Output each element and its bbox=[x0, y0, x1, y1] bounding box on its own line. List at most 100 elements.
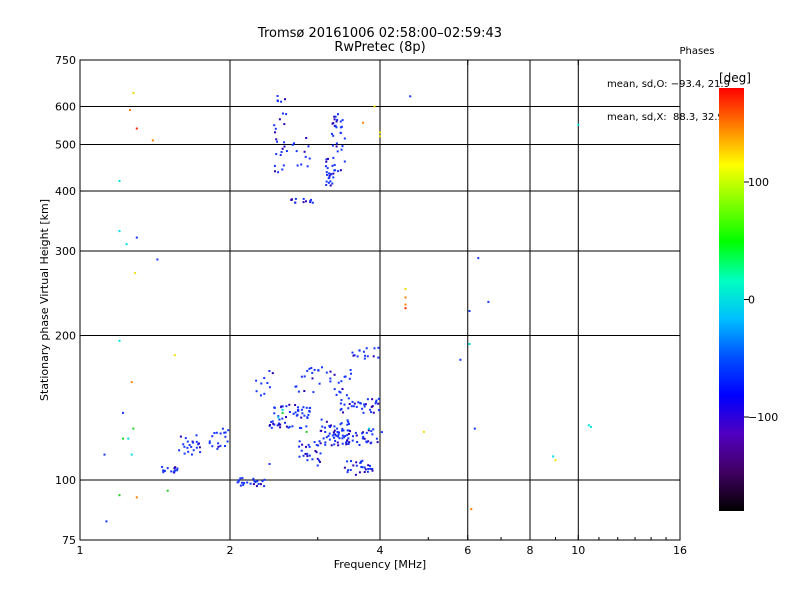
echo-point bbox=[346, 429, 349, 432]
echo-point bbox=[294, 201, 297, 204]
echo-point bbox=[370, 430, 373, 433]
echo-point bbox=[300, 408, 303, 411]
echo-point bbox=[319, 452, 322, 455]
phase-stats-x: mean, sd,X: 88.3, 32.9 bbox=[607, 112, 724, 123]
data-points bbox=[103, 92, 592, 523]
echo-point bbox=[284, 421, 286, 424]
echo-point bbox=[344, 435, 347, 437]
echo-point bbox=[325, 371, 328, 374]
echo-point bbox=[335, 126, 338, 129]
echo-point bbox=[377, 402, 380, 405]
echo-point bbox=[373, 347, 376, 350]
echo-point bbox=[346, 471, 349, 474]
echo-point bbox=[211, 435, 214, 438]
echo-point bbox=[360, 461, 362, 464]
echo-point bbox=[333, 164, 336, 166]
echo-point bbox=[336, 118, 339, 121]
echo-point bbox=[217, 445, 220, 448]
echo-point bbox=[335, 120, 338, 123]
echo-point bbox=[253, 480, 256, 483]
axes: 1 2 4 6 8 10 16 75 100 200 300 400 500 600 750 bbox=[55, 54, 687, 557]
echo-point bbox=[307, 443, 310, 446]
echo-point bbox=[256, 480, 259, 483]
echo-point bbox=[178, 449, 181, 452]
echo-point bbox=[285, 405, 288, 408]
echo-point bbox=[302, 406, 305, 409]
echo-point bbox=[372, 428, 375, 431]
echo-point bbox=[371, 405, 374, 408]
echo-point bbox=[365, 347, 368, 350]
echo-point bbox=[249, 482, 252, 485]
echo-point bbox=[349, 430, 352, 433]
echo-point bbox=[299, 426, 301, 429]
echo-point bbox=[321, 366, 323, 369]
echo-point bbox=[345, 441, 347, 444]
echo-point bbox=[331, 122, 334, 125]
echo-point bbox=[352, 435, 354, 438]
echo-point bbox=[375, 401, 378, 404]
echo-point bbox=[130, 453, 133, 456]
echo-point bbox=[277, 171, 280, 174]
echo-point bbox=[292, 412, 295, 415]
echo-point bbox=[339, 423, 342, 426]
echo-point bbox=[342, 429, 345, 432]
echo-point bbox=[333, 436, 335, 439]
echo-point bbox=[470, 508, 473, 511]
echo-point bbox=[358, 349, 361, 352]
echo-point bbox=[336, 150, 339, 153]
echo-point bbox=[363, 403, 366, 406]
echo-point bbox=[343, 466, 346, 469]
echo-point bbox=[357, 401, 360, 404]
echo-point bbox=[333, 115, 336, 118]
x-tick-label: 1 bbox=[77, 544, 84, 557]
echo-point bbox=[151, 139, 154, 142]
echo-point bbox=[404, 288, 407, 290]
echo-point bbox=[333, 429, 336, 432]
echo-point bbox=[281, 408, 284, 411]
echo-point bbox=[341, 427, 344, 430]
echo-point bbox=[353, 354, 356, 357]
echo-point bbox=[371, 468, 374, 470]
echo-point bbox=[340, 148, 343, 151]
echo-point bbox=[370, 441, 373, 444]
x-tick-label: 10 bbox=[571, 544, 585, 557]
echo-point bbox=[333, 433, 336, 436]
echo-point bbox=[356, 441, 359, 443]
echo-point bbox=[221, 427, 224, 430]
echo-point bbox=[301, 443, 304, 446]
echo-point bbox=[263, 485, 266, 488]
echo-point bbox=[308, 410, 311, 413]
echo-point bbox=[345, 443, 348, 446]
echo-point bbox=[272, 422, 275, 425]
echo-point bbox=[310, 198, 312, 201]
echo-point bbox=[162, 471, 165, 474]
echo-point bbox=[279, 423, 282, 426]
echo-point bbox=[346, 423, 349, 426]
echo-point bbox=[288, 425, 291, 428]
echo-point bbox=[325, 160, 328, 163]
echo-point bbox=[353, 402, 356, 405]
echo-point bbox=[297, 390, 300, 393]
echo-point bbox=[369, 464, 371, 467]
echo-point bbox=[324, 443, 327, 446]
echo-point bbox=[308, 454, 311, 457]
echo-point bbox=[365, 440, 368, 443]
echo-point bbox=[345, 394, 348, 397]
echo-point bbox=[281, 147, 284, 150]
echo-point bbox=[103, 453, 106, 456]
echo-point bbox=[316, 457, 319, 460]
echo-point bbox=[274, 131, 276, 134]
echo-point bbox=[276, 95, 279, 97]
echo-point bbox=[325, 180, 328, 183]
echo-point bbox=[227, 429, 230, 432]
echo-point bbox=[305, 425, 308, 428]
echo-point bbox=[187, 450, 190, 453]
colorbar-ticks: 100 0 −100 bbox=[744, 176, 778, 424]
echo-point bbox=[325, 158, 328, 161]
echo-point bbox=[375, 399, 378, 402]
echo-point bbox=[331, 182, 334, 185]
echo-point bbox=[330, 424, 332, 427]
echo-point bbox=[361, 459, 364, 462]
echo-point bbox=[215, 431, 218, 434]
